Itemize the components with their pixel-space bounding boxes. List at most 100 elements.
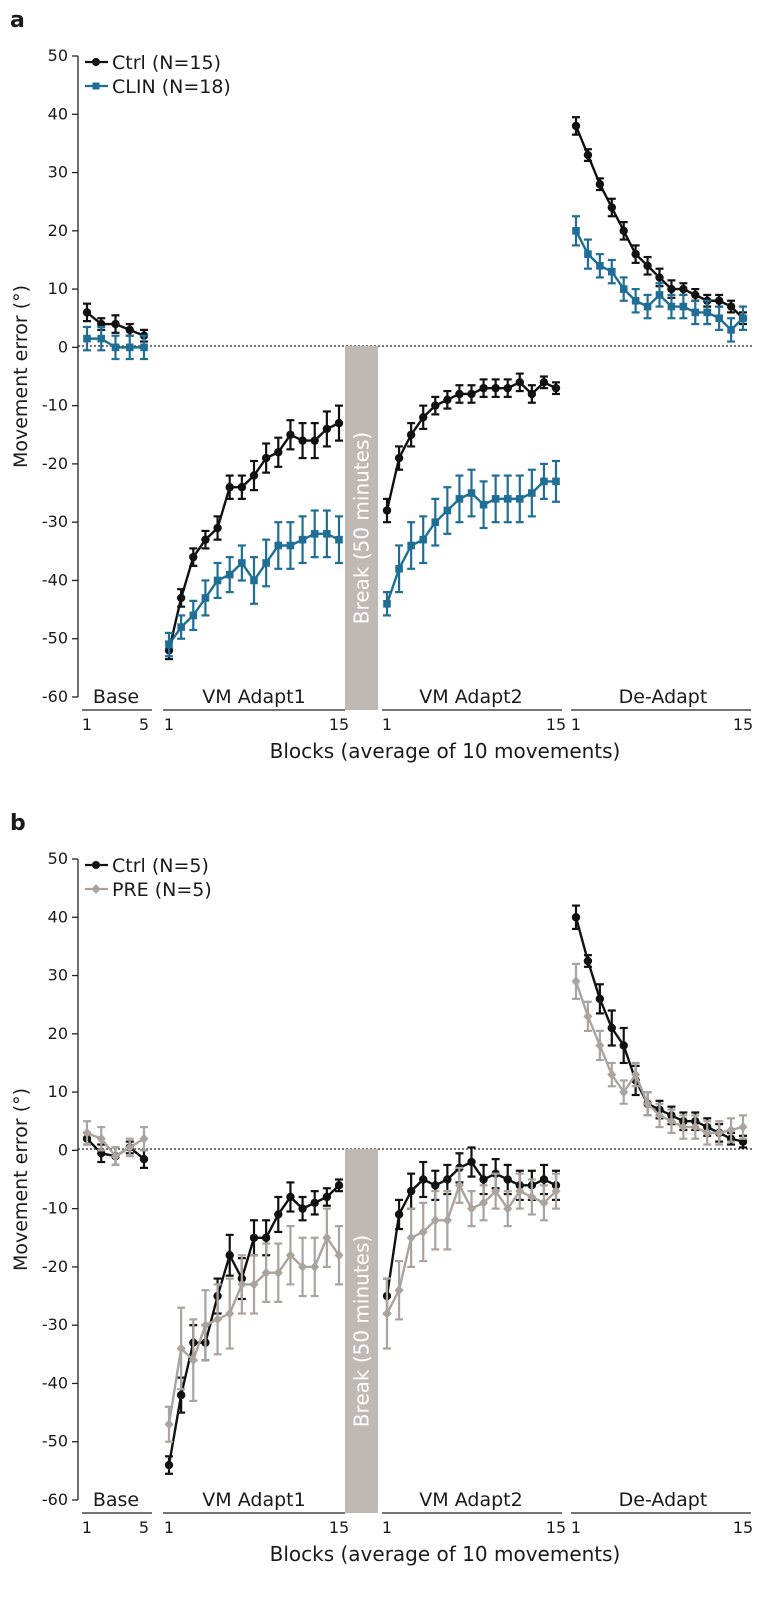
data-point xyxy=(714,296,724,305)
data-point xyxy=(571,913,581,922)
data-point xyxy=(419,413,428,422)
data-point xyxy=(607,203,616,212)
y-tick-label: -10 xyxy=(42,396,68,415)
data-point xyxy=(503,383,512,393)
data-point xyxy=(394,453,404,463)
data-point xyxy=(298,436,307,445)
x-tick-label: 15 xyxy=(733,715,753,734)
data-point xyxy=(643,261,652,270)
data-point xyxy=(286,1192,295,1202)
data-point xyxy=(431,401,440,410)
data-point xyxy=(322,424,332,434)
series-0 xyxy=(82,116,748,661)
phase-label: VM Adapt1 xyxy=(202,686,305,708)
data-point xyxy=(655,1110,664,1121)
data-point xyxy=(527,389,537,399)
data-point xyxy=(406,1232,416,1243)
legend-marker xyxy=(92,861,100,869)
data-point xyxy=(213,576,222,585)
y-tick-label: 10 xyxy=(48,1082,68,1101)
data-point xyxy=(540,477,548,486)
y-tick-label: -10 xyxy=(42,1199,68,1218)
data-point xyxy=(619,226,628,236)
x-tick-label: 1 xyxy=(571,1518,581,1537)
phase-label: VM Adapt2 xyxy=(419,686,522,708)
data-point xyxy=(82,1127,92,1138)
data-point xyxy=(443,395,452,405)
data-point xyxy=(703,308,712,317)
y-tick-label: 20 xyxy=(48,221,68,240)
data-point xyxy=(249,1233,259,1242)
data-point xyxy=(82,308,92,317)
y-tick-label: -60 xyxy=(42,687,68,706)
data-point xyxy=(111,319,120,329)
data-point xyxy=(491,495,500,503)
y-tick-label: -30 xyxy=(42,512,68,531)
data-point xyxy=(322,1232,332,1243)
data-point xyxy=(666,1116,676,1127)
data-point xyxy=(310,530,319,538)
data-point xyxy=(285,1250,295,1261)
data-point xyxy=(334,1250,344,1261)
data-point xyxy=(552,477,560,486)
data-point xyxy=(213,523,222,533)
data-point xyxy=(261,1267,271,1278)
data-point xyxy=(443,1175,452,1184)
data-point xyxy=(607,267,616,276)
data-point xyxy=(714,1127,724,1138)
y-axis-title: Movement error (°) xyxy=(10,285,32,468)
data-point xyxy=(125,1142,135,1153)
data-point xyxy=(727,326,735,334)
data-point xyxy=(395,565,403,573)
phase-label: Base xyxy=(93,1489,139,1511)
data-point xyxy=(164,1460,174,1470)
data-point xyxy=(467,1203,476,1214)
data-point xyxy=(596,261,604,270)
data-point xyxy=(237,1279,247,1290)
chart-panel-a: a 50 40 30 20 10 0 -10 -20 -30 -40 -50 -60 Movement e… xyxy=(10,8,753,763)
data-point xyxy=(394,1210,404,1219)
data-point xyxy=(310,1198,319,1208)
data-point xyxy=(655,273,664,282)
data-point xyxy=(455,495,464,503)
data-point xyxy=(334,418,344,428)
data-point xyxy=(261,453,271,463)
legend-label: Ctrl (N=15) xyxy=(112,52,221,74)
data-point xyxy=(237,483,247,492)
data-point xyxy=(261,1233,271,1242)
data-point xyxy=(225,570,234,579)
data-point xyxy=(213,1314,223,1325)
data-point xyxy=(310,1261,320,1272)
data-point xyxy=(176,593,186,603)
data-point xyxy=(298,535,307,544)
data-point xyxy=(323,530,331,538)
x-tick-label: 1 xyxy=(164,1518,174,1537)
data-point xyxy=(595,1040,605,1051)
data-point xyxy=(177,623,185,631)
data-point xyxy=(571,976,581,987)
data-point xyxy=(418,1226,428,1237)
phase-label: De-Adapt xyxy=(619,1489,708,1511)
x-tick-label: 15 xyxy=(733,1518,753,1537)
data-point xyxy=(111,1151,120,1162)
data-point xyxy=(619,285,628,293)
y-tick-label: 0 xyxy=(58,1140,68,1159)
data-point xyxy=(273,1267,283,1278)
x-axis-title: Blocks (average of 10 movements) xyxy=(270,739,621,763)
data-point xyxy=(655,291,664,299)
data-point xyxy=(726,1124,736,1135)
y-tick-label: 50 xyxy=(48,46,68,65)
phase-label: VM Adapt2 xyxy=(419,1489,522,1511)
data-point xyxy=(286,430,295,439)
data-point xyxy=(583,150,593,160)
data-point xyxy=(97,334,106,343)
data-point xyxy=(455,389,464,399)
data-point xyxy=(643,1098,653,1109)
data-point xyxy=(503,1175,512,1184)
y-tick-label: -50 xyxy=(42,1432,68,1451)
data-point xyxy=(528,489,536,497)
data-point xyxy=(479,1197,489,1208)
data-point xyxy=(643,302,652,311)
chart-panel-b: b 50 40 30 20 10 0 -10 -20 -30 -40 -50 -60 Movement e… xyxy=(10,811,753,1566)
data-point xyxy=(431,518,440,526)
